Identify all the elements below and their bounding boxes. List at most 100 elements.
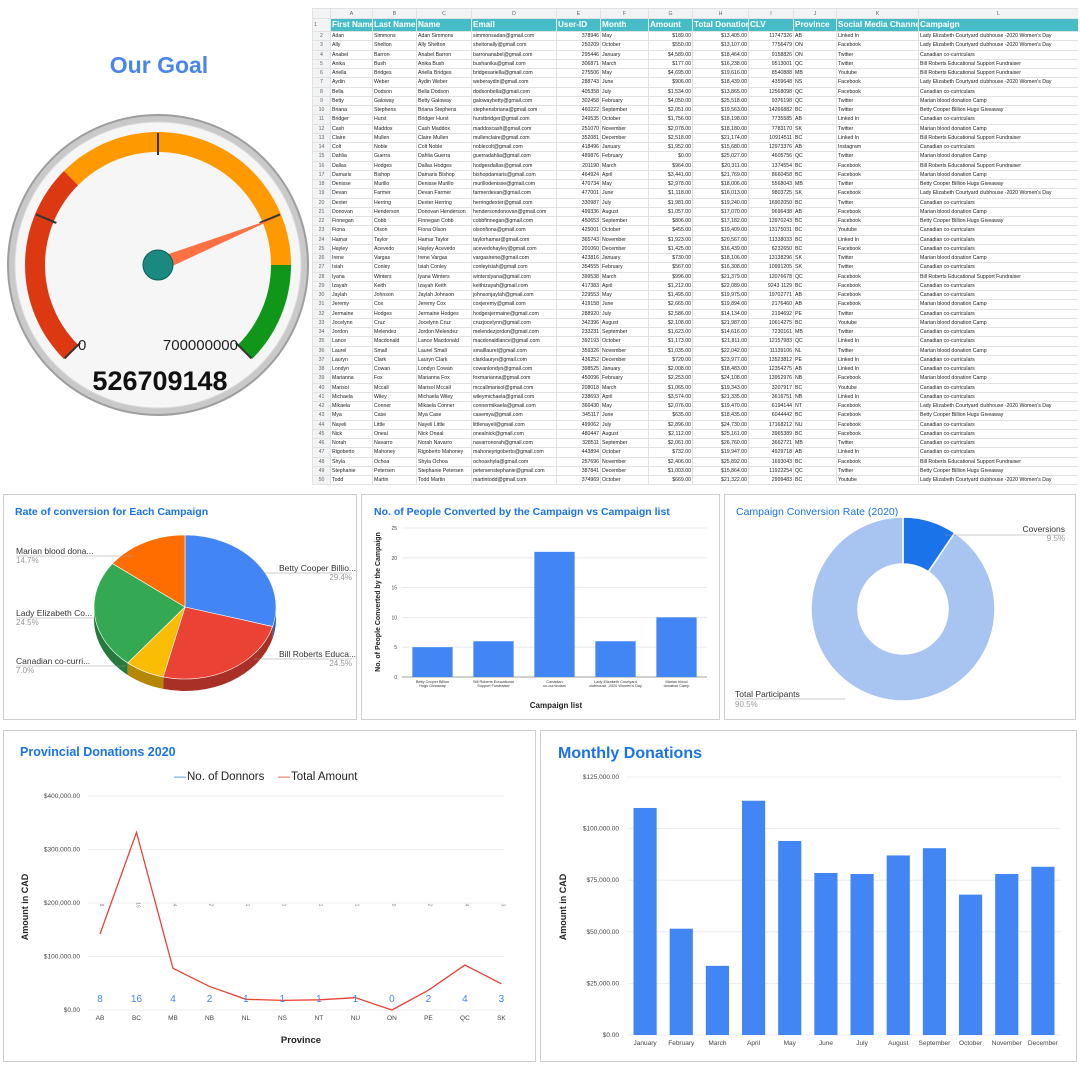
table-cell[interactable]: Lady Elizabeth Courtyard clubhouse -2020…	[918, 77, 1078, 88]
table-cell[interactable]: Jermaine Hodges	[416, 308, 472, 319]
column-header[interactable]: Month	[600, 18, 649, 32]
table-cell[interactable]: PE	[793, 308, 837, 319]
table-cell[interactable]: July	[600, 197, 649, 208]
table-cell[interactable]: Farmer	[372, 188, 417, 199]
table-cell[interactable]: Twitter	[836, 437, 919, 449]
table-cell[interactable]: April	[600, 391, 649, 403]
table-cell[interactable]: PE	[793, 354, 837, 366]
table-cell[interactable]: NB	[793, 373, 837, 384]
table-cell[interactable]: 275506	[556, 67, 601, 79]
table-cell[interactable]: Bill Roberts Educational Support Fundrai…	[918, 271, 1078, 282]
table-cell[interactable]: Shyla	[330, 456, 373, 467]
table-cell[interactable]: Devan	[330, 188, 373, 199]
table-cell[interactable]: Martin	[372, 474, 417, 486]
table-cell[interactable]: November	[600, 456, 649, 467]
row-number[interactable]: 49	[312, 465, 331, 477]
table-cell[interactable]: $16,238.00	[692, 58, 749, 70]
table-cell[interactable]: 13175031	[748, 225, 794, 236]
table-cell[interactable]: May	[600, 400, 649, 412]
table-cell[interactable]: Stephanie	[330, 465, 373, 477]
table-cell[interactable]: October	[600, 447, 649, 458]
table-cell[interactable]: November	[600, 345, 649, 356]
table-cell[interactable]: Todd Martin	[416, 474, 472, 486]
row-number[interactable]: 28	[312, 271, 331, 282]
table-cell[interactable]: $2,078.00	[648, 123, 693, 134]
table-cell[interactable]: August	[600, 317, 649, 329]
table-cell[interactable]: $1,495.00	[648, 289, 693, 301]
table-cell[interactable]: Bill Roberts Educational Support Fundrai…	[918, 456, 1078, 467]
column-header[interactable]: CLV	[748, 18, 794, 32]
table-cell[interactable]: Linked In	[836, 234, 919, 245]
table-cell[interactable]: $1,212.00	[648, 280, 693, 292]
table-cell[interactable]: bridgesariella@gmail.com	[471, 67, 557, 79]
table-cell[interactable]: Lady Elizabeth Courtyard clubhouse -2020…	[918, 474, 1078, 486]
table-cell[interactable]: Youtube	[836, 382, 919, 393]
table-cell[interactable]: 9243 1129	[748, 280, 794, 292]
column-header[interactable]: User-ID	[556, 18, 601, 32]
table-cell[interactable]: $21,174.00	[692, 132, 749, 144]
table-cell[interactable]: $189.00	[648, 30, 693, 42]
table-cell[interactable]: QC	[793, 271, 837, 282]
table-cell[interactable]: Youtube	[836, 225, 919, 236]
table-cell[interactable]: $15,680.00	[692, 141, 749, 153]
table-cell[interactable]: Iyana	[330, 271, 373, 282]
table-cell[interactable]: Stephanie Petersen	[416, 465, 472, 477]
row-number[interactable]: 16	[312, 160, 331, 171]
table-cell[interactable]: September	[600, 326, 649, 338]
table-cell[interactable]: Finnegan	[330, 215, 373, 227]
row-number[interactable]: 46	[312, 437, 331, 449]
table-cell[interactable]: September	[600, 437, 649, 449]
table-cell[interactable]: keithizayah@gmail.com	[471, 280, 557, 292]
table-cell[interactable]: Canadian co-curriculars	[918, 363, 1078, 375]
table-cell[interactable]: $3,441.00	[648, 169, 693, 181]
table-cell[interactable]: $19,894.00	[692, 299, 749, 310]
row-number[interactable]: 33	[312, 317, 331, 329]
table-cell[interactable]: Galoway	[372, 95, 417, 107]
table-cell[interactable]: Linked In	[836, 447, 919, 458]
table-cell[interactable]: $1,003.00	[648, 465, 693, 477]
table-cell[interactable]: $25,518.00	[692, 95, 749, 107]
table-cell[interactable]: $2,076.00	[648, 400, 693, 412]
table-cell[interactable]: Canadian co-curriculars	[918, 326, 1078, 338]
table-cell[interactable]: June	[600, 410, 649, 421]
table-cell[interactable]: $19,616.00	[692, 67, 749, 79]
table-cell[interactable]: $18,435.00	[692, 410, 749, 421]
table-cell[interactable]: Facebook	[836, 280, 919, 292]
table-cell[interactable]: AB	[793, 114, 837, 125]
table-cell[interactable]: Bill Roberts Educational Support Fundrai…	[918, 58, 1078, 70]
table-cell[interactable]: 2194692	[748, 308, 794, 319]
column-letter[interactable]: G	[648, 8, 693, 19]
table-cell[interactable]: Youtube	[836, 67, 919, 79]
table-cell[interactable]: $21,322.00	[692, 474, 749, 486]
table-cell[interactable]: Damaris	[330, 169, 373, 181]
table-cell[interactable]: Claire	[330, 132, 373, 144]
table-cell[interactable]: Twitter	[836, 58, 919, 70]
table-cell[interactable]: 398525	[556, 363, 601, 375]
table-cell[interactable]: Todd	[330, 474, 373, 486]
table-cell[interactable]: Vargas	[372, 252, 417, 264]
table-cell[interactable]: $19,470.00	[692, 400, 749, 412]
table-cell[interactable]: hurstbridger@gmail.com	[471, 114, 557, 125]
table-cell[interactable]: 13138296	[748, 252, 794, 264]
table-cell[interactable]: Conner	[372, 400, 417, 412]
table-cell[interactable]: 13523812	[748, 354, 794, 366]
table-cell[interactable]: Canadian co-curriculars	[918, 419, 1078, 430]
table-cell[interactable]: Marian blood donation Camp	[918, 345, 1078, 356]
table-cell[interactable]: $22,089.00	[692, 280, 749, 292]
table-cell[interactable]: Claire Mullen	[416, 132, 472, 144]
table-cell[interactable]: BC	[793, 474, 837, 486]
table-cell[interactable]: 399538	[556, 271, 601, 282]
table-cell[interactable]: Linked In	[836, 391, 919, 403]
table-cell[interactable]: Laurel Small	[416, 345, 472, 356]
table-cell[interactable]: 12568098	[748, 86, 794, 97]
table-cell[interactable]: Twitter	[836, 151, 919, 162]
table-cell[interactable]: Facebook	[836, 400, 919, 412]
table-cell[interactable]: AB	[793, 206, 837, 218]
table-cell[interactable]: Conley	[372, 262, 417, 273]
table-cell[interactable]: 10614275	[748, 317, 794, 329]
table-cell[interactable]: Canadian co-curriculars	[918, 428, 1078, 440]
table-cell[interactable]: SK	[793, 123, 837, 134]
row-number[interactable]: 12	[312, 123, 331, 134]
table-cell[interactable]: Winters	[372, 271, 417, 282]
table-cell[interactable]: Hodges	[372, 308, 417, 319]
